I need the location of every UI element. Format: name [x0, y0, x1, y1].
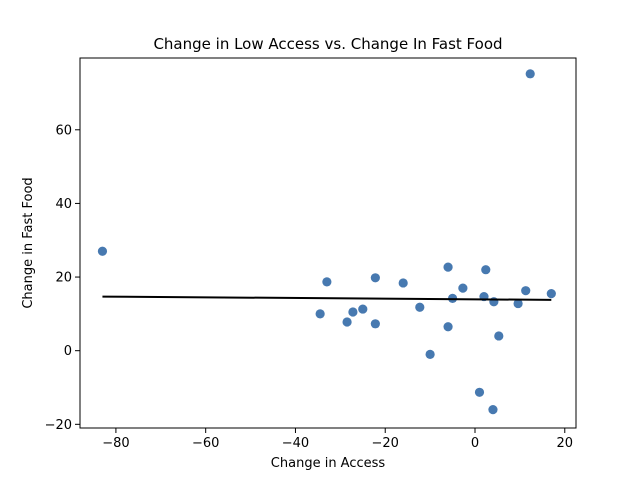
x-tick-label: 20 [557, 436, 574, 451]
data-point [398, 278, 408, 288]
trend-line [102, 295, 552, 301]
data-point [358, 304, 368, 314]
plot-area [97, 69, 556, 415]
data-point [521, 286, 531, 296]
x-tick-label: −80 [102, 436, 129, 451]
data-point [370, 273, 380, 283]
data-point [425, 349, 435, 359]
x-axis: −80 −60 −40 −20 0 20 [102, 428, 573, 451]
x-tick-label: −40 [282, 436, 309, 451]
data-point [494, 331, 504, 341]
data-point [97, 246, 108, 256]
data-point [415, 302, 425, 312]
data-point [546, 289, 556, 299]
data-point [322, 277, 332, 287]
x-tick-label: −20 [372, 436, 399, 451]
data-point [488, 404, 498, 415]
data-point [348, 307, 358, 317]
plot-frame [79, 57, 577, 429]
y-axis-label: Change in Fast Food [21, 177, 36, 308]
data-point [342, 317, 352, 327]
data-point [443, 322, 453, 332]
data-point [315, 309, 325, 319]
y-axis: −20 0 20 40 60 [45, 123, 80, 433]
y-tick-label: 40 [55, 197, 72, 212]
y-tick-label: 20 [55, 271, 72, 286]
data-point [513, 298, 523, 309]
x-axis-label: Change in Access [271, 456, 386, 471]
data-point [474, 387, 485, 397]
x-tick-label: −60 [192, 436, 219, 451]
y-tick-label: 60 [55, 123, 72, 138]
data-point [458, 283, 468, 293]
x-tick-label: 0 [471, 436, 479, 451]
data-point [370, 319, 380, 329]
chart-title: Change in Low Access vs. Change In Fast … [153, 35, 502, 53]
data-point [481, 265, 491, 275]
data-point [443, 262, 453, 272]
data-point [525, 69, 535, 79]
y-tick-label: −20 [45, 418, 72, 433]
y-tick-label: 0 [64, 344, 72, 359]
